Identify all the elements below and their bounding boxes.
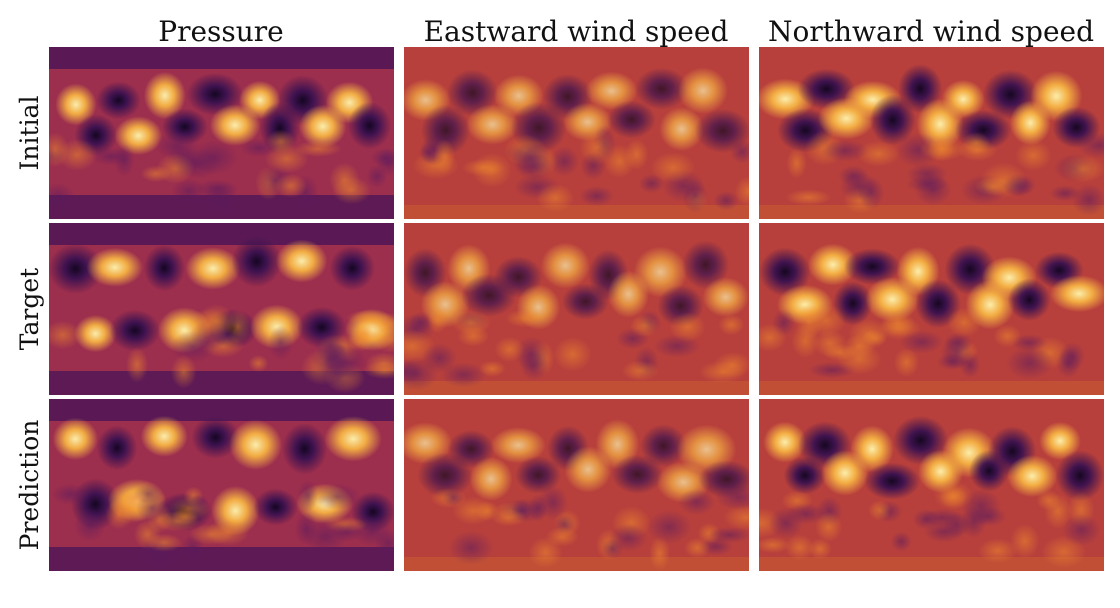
row-label-target: Target	[15, 268, 44, 350]
heatmap-initial-northward-wind-speed	[759, 47, 1104, 219]
heatmap-prediction-pressure	[49, 399, 394, 571]
column-title-pressure: Pressure	[158, 15, 284, 48]
heatmap-initial-eastward-wind-speed	[404, 47, 749, 219]
heatmap-target-pressure	[49, 223, 394, 395]
row-label-initial: Initial	[15, 96, 44, 171]
heatmap-initial-pressure	[49, 47, 394, 219]
column-title-eastward-wind: Eastward wind speed	[424, 15, 729, 48]
heatmap-prediction-northward-wind-speed	[759, 399, 1104, 571]
heatmap-grid	[49, 47, 1104, 571]
row-label-prediction: Prediction	[15, 420, 44, 551]
column-title-northward-wind: Northward wind speed	[768, 15, 1094, 48]
heatmap-prediction-eastward-wind-speed	[404, 399, 749, 571]
heatmap-target-eastward-wind-speed	[404, 223, 749, 395]
heatmap-target-northward-wind-speed	[759, 223, 1104, 395]
